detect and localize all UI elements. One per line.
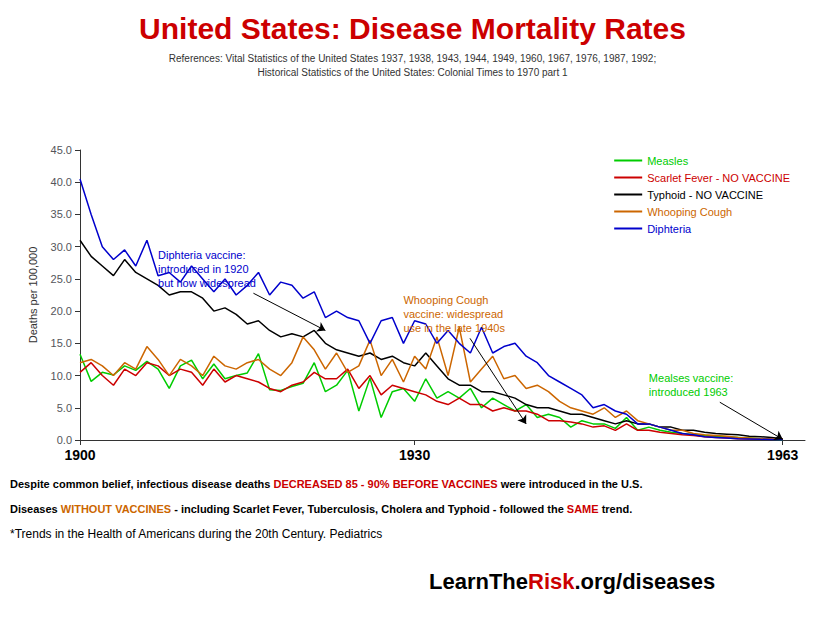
svg-text:*Trends in the Health of Ameri: *Trends in the Health of Americans durin…	[10, 527, 382, 541]
svg-text:35.0: 35.0	[51, 208, 72, 220]
svg-text:vaccine: widespread: vaccine: widespread	[403, 308, 503, 320]
svg-text:LearnThe: LearnThe	[429, 569, 528, 594]
svg-text:trend.: trend.	[599, 503, 633, 515]
svg-text:Deaths per 100,000: Deaths per 100,000	[27, 247, 39, 344]
svg-text:Diseases: Diseases	[10, 503, 61, 515]
svg-text:SAME: SAME	[567, 503, 599, 515]
svg-text:use in the late 1940s: use in the late 1940s	[403, 322, 505, 334]
svg-text:introduced 1963: introduced 1963	[649, 386, 728, 398]
svg-text:45.0: 45.0	[51, 144, 72, 156]
svg-text:Whooping Cough: Whooping Cough	[403, 294, 488, 306]
svg-text:1900: 1900	[64, 447, 95, 463]
svg-text:1963: 1963	[767, 447, 798, 463]
svg-text:DECREASED 85 - 90% BEFORE VACC: DECREASED 85 - 90% BEFORE VACCINES	[273, 478, 497, 490]
svg-text:Diphteria vaccine:: Diphteria vaccine:	[158, 249, 245, 261]
svg-text:- including Scarlet Fever, Tub: - including Scarlet Fever, Tuberculosis,…	[171, 503, 567, 515]
svg-text:Whooping Cough: Whooping Cough	[647, 206, 732, 218]
svg-text:Despite common belief, infecti: Despite common belief, infectious diseas…	[10, 478, 273, 490]
svg-text:15.0: 15.0	[51, 337, 72, 349]
svg-text:5.0: 5.0	[57, 402, 72, 414]
svg-text:introduced in 1920: introduced in 1920	[158, 263, 249, 275]
svg-text:1930: 1930	[399, 447, 430, 463]
svg-text:20.0: 20.0	[51, 305, 72, 317]
svg-text:0.0: 0.0	[57, 434, 72, 446]
svg-text:Measles: Measles	[647, 155, 688, 167]
svg-text:Historical Statistics of the U: Historical Statistics of the United Stat…	[257, 67, 568, 78]
svg-text:Scarlet Fever - NO VACCINE: Scarlet Fever - NO VACCINE	[647, 172, 790, 184]
svg-text:References: Vital Statistics o: References: Vital Statistics of the Unit…	[169, 53, 656, 64]
svg-text:were introduced in the U.S.: were introduced in the U.S.	[498, 478, 643, 490]
svg-text:United States: Disease Mortali: United States: Disease Mortality Rates	[139, 12, 686, 45]
svg-text:but now widespread: but now widespread	[158, 277, 256, 289]
svg-text:30.0: 30.0	[51, 241, 72, 253]
svg-text:Diphteria: Diphteria	[647, 223, 692, 235]
svg-text:WITHOUT VACCINES: WITHOUT VACCINES	[61, 503, 171, 515]
svg-text:.org/diseases: .org/diseases	[574, 569, 715, 594]
svg-text:10.0: 10.0	[51, 370, 72, 382]
svg-text:Mealses vaccine:: Mealses vaccine:	[649, 372, 733, 384]
svg-text:Typhoid - NO VACCINE: Typhoid - NO VACCINE	[647, 189, 763, 201]
svg-text:40.0: 40.0	[51, 176, 72, 188]
svg-text:Risk: Risk	[528, 569, 575, 594]
svg-text:25.0: 25.0	[51, 273, 72, 285]
